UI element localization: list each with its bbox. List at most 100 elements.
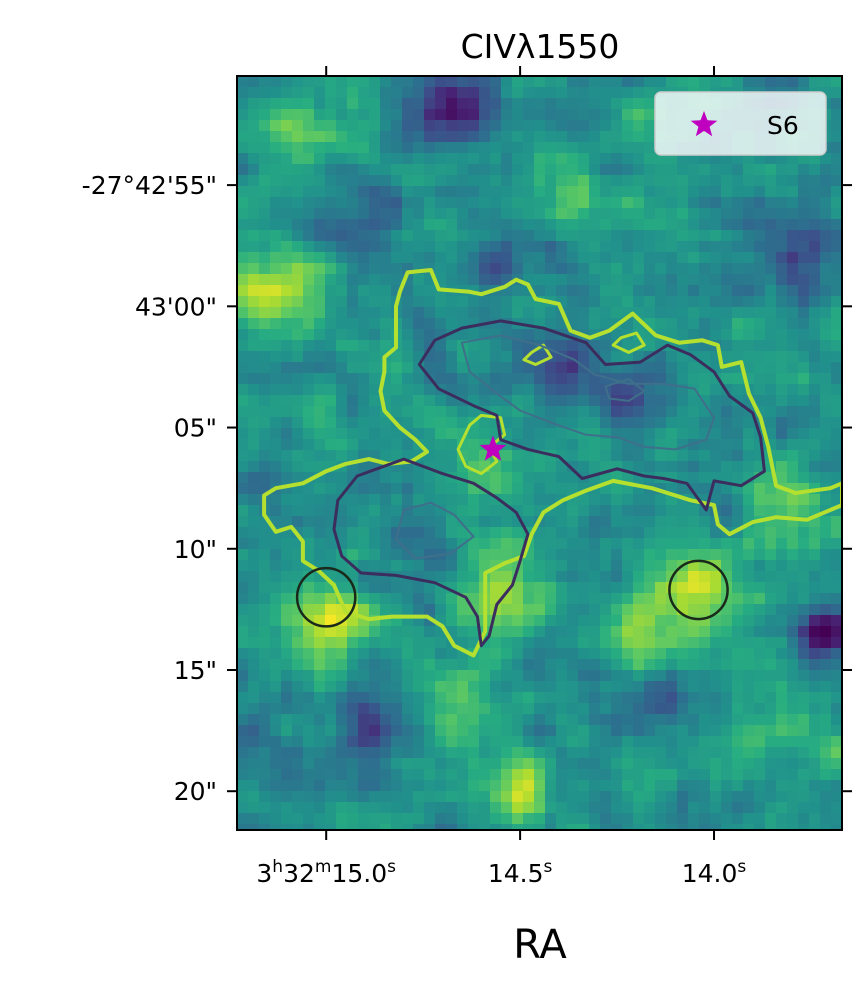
heatmap-cell	[831, 131, 842, 143]
heatmap-cell	[259, 384, 271, 396]
heatmap-cell	[446, 307, 458, 319]
heatmap-cell	[314, 802, 326, 814]
heatmap-cell	[699, 417, 711, 429]
heatmap-cell	[479, 813, 491, 825]
heatmap-cell	[347, 351, 359, 363]
heatmap-cell	[259, 802, 271, 814]
heatmap-cell	[798, 439, 810, 451]
heatmap-cell	[699, 802, 711, 814]
heatmap-cell	[655, 593, 667, 605]
heatmap-cell	[831, 461, 842, 473]
heatmap-cell	[721, 659, 733, 671]
heatmap-cell	[545, 659, 557, 671]
heatmap-cell	[688, 560, 700, 572]
heatmap-cell	[710, 648, 722, 660]
heatmap-cell	[270, 175, 282, 187]
heatmap-cell	[237, 549, 249, 561]
heatmap-cell	[534, 725, 546, 737]
heatmap-cell	[303, 549, 315, 561]
heatmap-cell	[633, 780, 645, 792]
heatmap-cell	[534, 648, 546, 660]
heatmap-cell	[413, 648, 425, 660]
heatmap-cell	[479, 736, 491, 748]
heatmap-cell	[787, 340, 799, 352]
heatmap-cell	[523, 824, 535, 830]
heatmap-cell	[556, 87, 568, 99]
heatmap-cell	[545, 395, 557, 407]
heatmap-cell	[798, 769, 810, 781]
heatmap-cell	[479, 824, 491, 830]
heatmap-cell	[787, 175, 799, 187]
heatmap-cell	[809, 780, 821, 792]
heatmap-cell	[787, 439, 799, 451]
heatmap-cell	[479, 252, 491, 264]
heatmap-cell	[534, 76, 546, 88]
heatmap-cell	[435, 263, 447, 275]
heatmap-cell	[380, 131, 392, 143]
heatmap-cell	[358, 714, 370, 726]
heatmap-cell	[677, 252, 689, 264]
heatmap-cell	[380, 340, 392, 352]
heatmap-cell	[578, 516, 590, 528]
heatmap-cell	[512, 747, 524, 759]
heatmap-cell	[281, 736, 293, 748]
heatmap-cell	[413, 659, 425, 671]
heatmap-cell	[677, 505, 689, 517]
heatmap-cell	[347, 736, 359, 748]
heatmap-cell	[798, 472, 810, 484]
heatmap-cell	[600, 626, 612, 638]
heatmap-cell	[699, 153, 711, 165]
heatmap-cell	[446, 318, 458, 330]
heatmap-cell	[611, 571, 623, 583]
heatmap-cell	[303, 659, 315, 671]
heatmap-cell	[688, 802, 700, 814]
heatmap-cell	[248, 461, 260, 473]
heatmap-cell	[347, 648, 359, 660]
heatmap-cell	[402, 296, 414, 308]
heatmap-cell	[611, 142, 623, 154]
heatmap-cell	[732, 186, 744, 198]
heatmap-cell	[512, 219, 524, 231]
heatmap-cell	[688, 219, 700, 231]
heatmap-cell	[567, 417, 579, 429]
heatmap-cell	[611, 296, 623, 308]
heatmap-cell	[655, 230, 667, 242]
heatmap-cell	[303, 230, 315, 242]
heatmap-cell	[391, 175, 403, 187]
heatmap-cell	[732, 307, 744, 319]
heatmap-cell	[710, 714, 722, 726]
heatmap-cell	[380, 417, 392, 429]
heatmap-cell	[754, 758, 766, 770]
heatmap-cell	[534, 329, 546, 341]
heatmap-cell	[380, 560, 392, 572]
heatmap-cell	[765, 505, 777, 517]
heatmap-cell	[765, 593, 777, 605]
heatmap-cell	[831, 109, 842, 121]
heatmap-cell	[391, 450, 403, 462]
heatmap-cell	[589, 769, 601, 781]
heatmap-cell	[237, 637, 249, 649]
heatmap-cell	[325, 670, 337, 682]
heatmap-cell	[820, 351, 832, 363]
heatmap-cell	[787, 351, 799, 363]
heatmap-cell	[633, 626, 645, 638]
heatmap-cell	[446, 406, 458, 418]
heatmap-cell	[281, 593, 293, 605]
heatmap-cell	[468, 505, 480, 517]
heatmap-cell	[732, 802, 744, 814]
heatmap-cell	[754, 560, 766, 572]
heatmap-cell	[358, 483, 370, 495]
heatmap-cell	[391, 230, 403, 242]
heatmap-cell	[754, 373, 766, 385]
heatmap-cell	[413, 340, 425, 352]
heatmap-cell	[666, 637, 678, 649]
heatmap-cell	[468, 98, 480, 110]
heatmap-cell	[413, 527, 425, 539]
heatmap-cell	[512, 340, 524, 352]
heatmap-cell	[534, 505, 546, 517]
heatmap-cell	[820, 769, 832, 781]
heatmap-cell	[765, 296, 777, 308]
heatmap-cell	[259, 648, 271, 660]
heatmap-cell	[501, 483, 513, 495]
heatmap-cell	[248, 780, 260, 792]
